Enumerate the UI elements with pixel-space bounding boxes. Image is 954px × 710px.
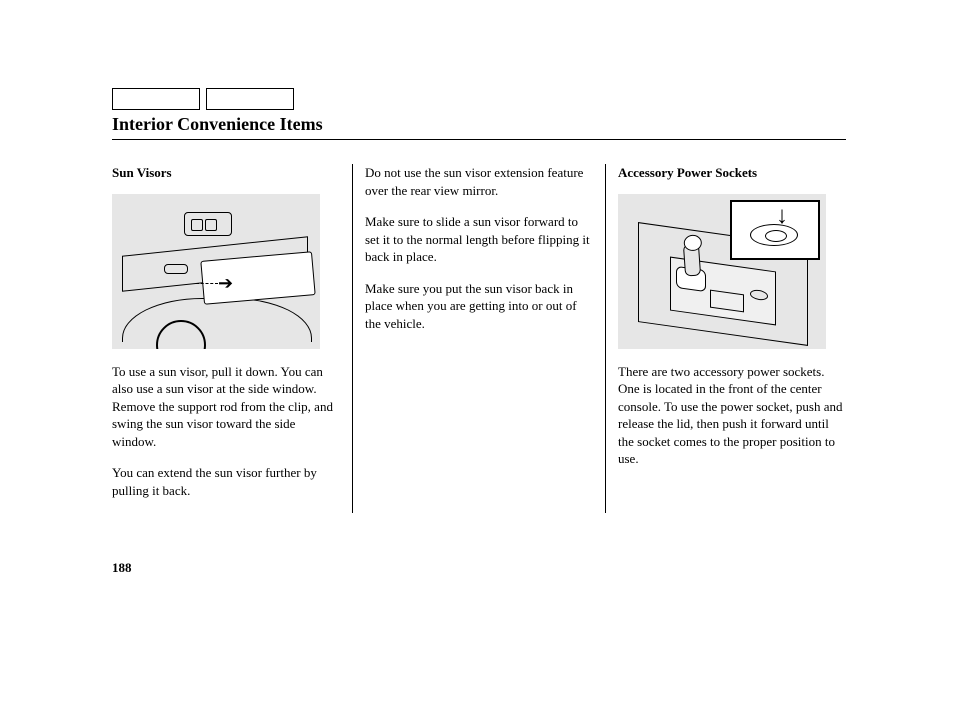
section-heading-sun-visors: Sun Visors xyxy=(112,164,340,182)
illustration-dashboard xyxy=(122,298,312,342)
figure-power-socket: ↓ xyxy=(618,194,826,349)
column-right: Accessory Power Sockets ↓ There are two … xyxy=(606,164,846,513)
illustration-shift-lever xyxy=(683,243,701,276)
content-columns: Sun Visors ➔ To use a sun visor, pull it… xyxy=(112,164,846,513)
header-placeholder-boxes xyxy=(112,88,846,110)
body-text: There are two accessory power sockets. O… xyxy=(618,363,846,468)
body-text: Do not use the sun visor extension featu… xyxy=(365,164,593,199)
arrow-icon: ➔ xyxy=(218,274,233,292)
illustration-visor-clip xyxy=(164,264,188,274)
illustration-dome-panel xyxy=(184,212,232,236)
column-left: Sun Visors ➔ To use a sun visor, pull it… xyxy=(112,164,353,513)
illustration-power-socket xyxy=(750,224,798,246)
page-title: Interior Convenience Items xyxy=(112,114,846,140)
page-number: 188 xyxy=(112,560,132,576)
figure-sun-visor: ➔ xyxy=(112,194,320,349)
page-content: Interior Convenience Items Sun Visors ➔ … xyxy=(112,88,846,513)
callout-box: ↓ xyxy=(730,200,820,260)
header-box xyxy=(206,88,294,110)
arrow-down-icon: ↓ xyxy=(776,204,788,228)
body-text: To use a sun visor, pull it down. You ca… xyxy=(112,363,340,451)
body-text: You can extend the sun visor further by … xyxy=(112,464,340,499)
header-box xyxy=(112,88,200,110)
body-text: Make sure to slide a sun visor forward t… xyxy=(365,213,593,266)
section-heading-power-sockets: Accessory Power Sockets xyxy=(618,164,846,182)
column-middle: Do not use the sun visor extension featu… xyxy=(353,164,606,513)
body-text: Make sure you put the sun visor back in … xyxy=(365,280,593,333)
